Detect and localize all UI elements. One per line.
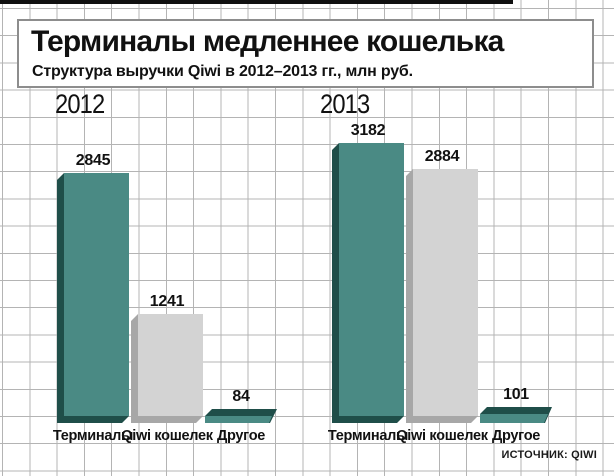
year-label: 2012: [55, 89, 105, 119]
bar-face: [205, 416, 272, 423]
bar-category-label: Qiwi кошелек: [121, 428, 213, 444]
bar-face: [64, 173, 129, 416]
bar-face: [339, 143, 404, 416]
bar-2013-3: [480, 407, 552, 423]
bar-category-label: Терминалы: [327, 428, 409, 444]
bar-face: [138, 314, 203, 416]
bar-category-label: Другое: [491, 428, 541, 444]
top-rule: [0, 0, 513, 4]
year-label: 2013: [320, 89, 370, 119]
bar-face: [480, 414, 548, 423]
bar-2012-2: [131, 314, 203, 423]
bar-2013-1: [332, 143, 404, 423]
chart-subtitle: Структура выручки Qiwi в 2012–2013 гг., …: [32, 63, 413, 80]
bar-2013-2: [406, 169, 478, 423]
bar-face: [413, 169, 478, 416]
bar-category-label: Терминалы: [52, 428, 134, 444]
source-note: ИСТОЧНИК: QIWI: [501, 449, 597, 461]
bar-2012-1: [57, 173, 129, 423]
bar-value-label: 2845: [75, 152, 111, 169]
bar-category-label: Qiwi кошелек: [396, 428, 488, 444]
bar-category-label: Другое: [216, 428, 266, 444]
header-box: Терминалы медленнее кошелька Структура в…: [17, 19, 594, 88]
bar-value-label: 101: [503, 386, 529, 403]
bar-value-label: 84: [232, 388, 250, 405]
bar-2012-3: [205, 409, 277, 423]
chart-title: Терминалы медленнее кошелька: [31, 25, 504, 58]
bar-value-label: 2884: [424, 148, 460, 165]
bar-value-label: 1241: [149, 293, 185, 310]
bar-value-label: 3182: [350, 122, 386, 139]
